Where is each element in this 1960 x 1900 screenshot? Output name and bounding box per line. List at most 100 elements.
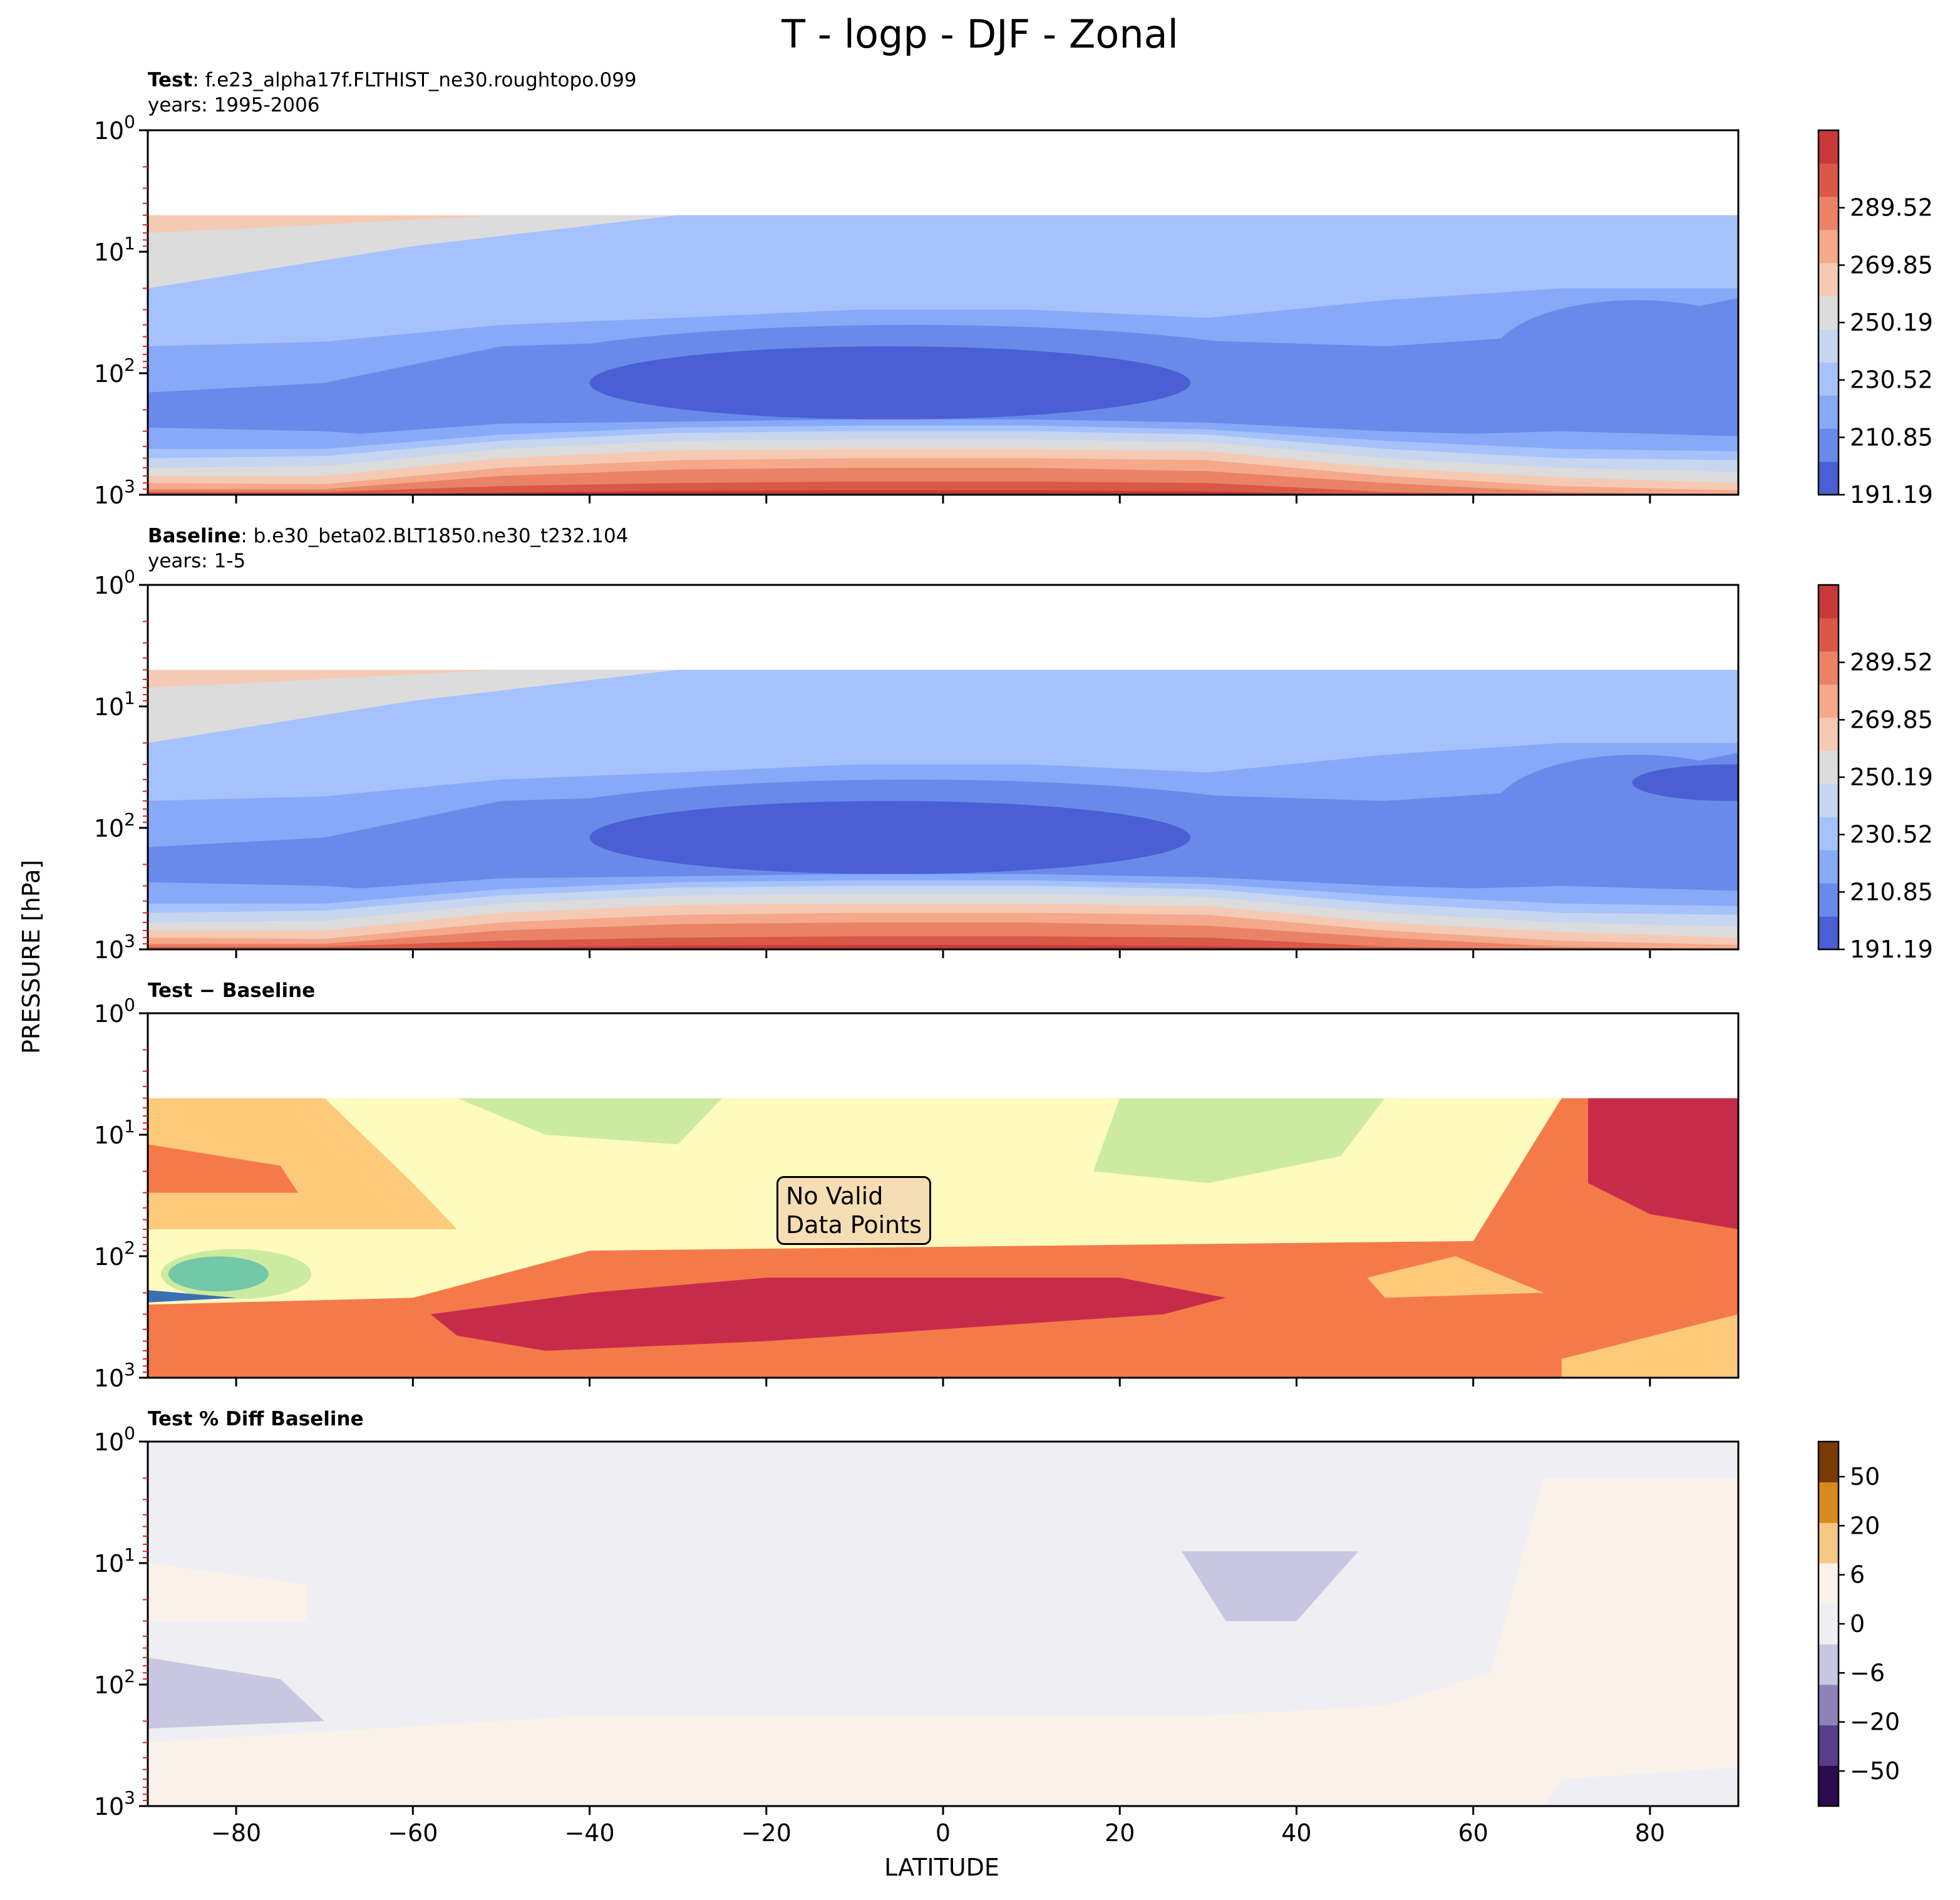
- colorbar-segment: [1818, 428, 1839, 462]
- colorbar-segment: [1818, 130, 1839, 164]
- y-tick-label: 102: [94, 354, 135, 388]
- x-axis-label: LATITUDE: [884, 1854, 999, 1881]
- panel-2-title-bold: Baseline: [148, 525, 241, 547]
- no-data-line-2: Data Points: [786, 1211, 922, 1239]
- contour-band: [148, 215, 502, 233]
- colorbar-tick-label: 191.19: [1850, 936, 1933, 963]
- panel-1: 100 101 102 103: [94, 111, 1740, 509]
- colorbar-tick-label: 250.19: [1850, 309, 1933, 336]
- contour-band: [148, 215, 678, 289]
- colorbar-tick-label: −6: [1850, 1659, 1885, 1686]
- y-tick-label: 100: [94, 1423, 135, 1456]
- colorbar-segment: [1818, 651, 1839, 685]
- colorbar-tick-label: 20: [1850, 1512, 1880, 1539]
- panel-4-title: Test % Diff Baseline: [148, 1407, 364, 1432]
- colorbar-segment: [1818, 783, 1839, 817]
- contour-band: [456, 1098, 723, 1145]
- colorbar-tick-label: 6: [1850, 1561, 1865, 1589]
- contour-band: [1367, 1256, 1544, 1298]
- colorbar-tick-label: 0: [1850, 1610, 1865, 1638]
- colorbar-tick-label: 230.52: [1850, 366, 1933, 394]
- contour-band: [430, 1278, 1226, 1351]
- x-tick-label: −60: [388, 1819, 438, 1847]
- y-tick-label: 101: [94, 1544, 135, 1577]
- colorbar-tick-label: −50: [1850, 1757, 1900, 1785]
- y-tick-label: 101: [94, 233, 135, 266]
- colorbar-tick-label: 269.85: [1850, 706, 1933, 733]
- colorbar-segment: [1818, 850, 1839, 884]
- panel-1-title-case: : f.e23_alpha17f.FLTHIST_ne30.roughtopo.…: [192, 69, 637, 91]
- y-tick-label: 103: [94, 1359, 135, 1392]
- contour-band: [148, 1144, 298, 1193]
- x-tick-label: −80: [211, 1819, 261, 1847]
- x-tick-label: 0: [936, 1819, 951, 1847]
- y-tick-label: 101: [94, 1116, 135, 1149]
- contour-band: [1588, 1098, 1738, 1229]
- contour-band: [1182, 1551, 1359, 1621]
- x-tick-label: 40: [1281, 1819, 1311, 1847]
- contour-band: [148, 1098, 457, 1229]
- y-tick-label: 100: [94, 566, 135, 599]
- colorbar-tick-label: 191.19: [1850, 481, 1933, 509]
- colorbar-segment: [1818, 684, 1839, 718]
- y-tick-label: 100: [94, 994, 135, 1028]
- colorbar-tick-label: −20: [1850, 1708, 1900, 1736]
- polar-cold-core: [1632, 764, 1738, 801]
- contour-band: [148, 936, 1738, 949]
- colorbar-tick-label: 289.52: [1850, 649, 1933, 676]
- contour-band: [148, 1658, 325, 1729]
- colorbar-segment: [1818, 163, 1839, 197]
- colorbar-segment: [1818, 1685, 1839, 1726]
- blank-region: [148, 585, 1738, 670]
- colorbar-tick-label: 210.85: [1850, 878, 1933, 906]
- polar-vortex-region: [1490, 300, 1738, 422]
- colorbar-segment: [1818, 750, 1839, 784]
- colorbar-segment: [1818, 617, 1839, 652]
- colorbar-segment: [1818, 883, 1839, 917]
- no-data-line-1: No Valid: [786, 1182, 884, 1210]
- y-tick-label: 103: [94, 476, 135, 509]
- contour-band: [148, 482, 1738, 495]
- contour-band: [148, 945, 1738, 949]
- colorbar-segment: [1818, 817, 1839, 850]
- colorbar-segment: [1818, 717, 1839, 751]
- colorbar-segment: [1818, 462, 1839, 495]
- panel-3: 100 101 102 103: [94, 994, 1740, 1392]
- colorbar-test: 191.19 210.85 230.52 250.19 269.85 289.52: [1817, 129, 1933, 509]
- contour-band: [168, 1256, 269, 1292]
- tropopause-coldest-region: [589, 346, 1191, 420]
- panel-1-years: years: 1995-2006: [148, 94, 320, 116]
- y-tick-label: 102: [94, 809, 135, 842]
- y-tick-label: 101: [94, 688, 135, 721]
- contour-band: [1093, 1098, 1385, 1184]
- x-tick-label: −40: [564, 1819, 614, 1847]
- colorbar-segment: [1818, 1522, 1839, 1564]
- colorbar-segment: [1818, 196, 1839, 230]
- colorbar-tick-label: 210.85: [1850, 423, 1933, 451]
- panel-2: 100 101 102 103: [94, 566, 1740, 964]
- blank-region: [148, 1013, 1738, 1098]
- panel-2-years: years: 1-5: [148, 550, 246, 572]
- colorbar-segment: [1818, 1482, 1839, 1523]
- panel-4: 100 101 102 103: [94, 1423, 1740, 1820]
- colorbar-segment: [1818, 395, 1839, 429]
- tropopause-coldest-region: [589, 800, 1191, 874]
- y-tick-label: 102: [94, 1666, 135, 1699]
- contour-band: [148, 669, 502, 688]
- colorbar-segment: [1818, 1442, 1839, 1483]
- y-tick-label: 103: [94, 931, 135, 964]
- colorbar-pct-diff: 50 20 6 0 −6 −20 −50: [1817, 1440, 1900, 1807]
- colorbar-segment: [1818, 1603, 1839, 1644]
- colorbar-segment: [1818, 1644, 1839, 1685]
- panel-3-title-bold: Test − Baseline: [148, 979, 316, 1002]
- contour-band: [148, 490, 1738, 495]
- figure-title: T - logp - DJF - Zonal: [781, 11, 1179, 57]
- blank-region: [148, 130, 1738, 215]
- contour-band: [1544, 1767, 1738, 1806]
- colorbar-segment: [1818, 362, 1839, 396]
- colorbar-segment: [1818, 916, 1839, 950]
- y-tick-label: 102: [94, 1237, 135, 1271]
- colorbar-segment: [1818, 1725, 1839, 1766]
- y-tick-label: 103: [94, 1787, 135, 1820]
- contour-band: [148, 669, 678, 743]
